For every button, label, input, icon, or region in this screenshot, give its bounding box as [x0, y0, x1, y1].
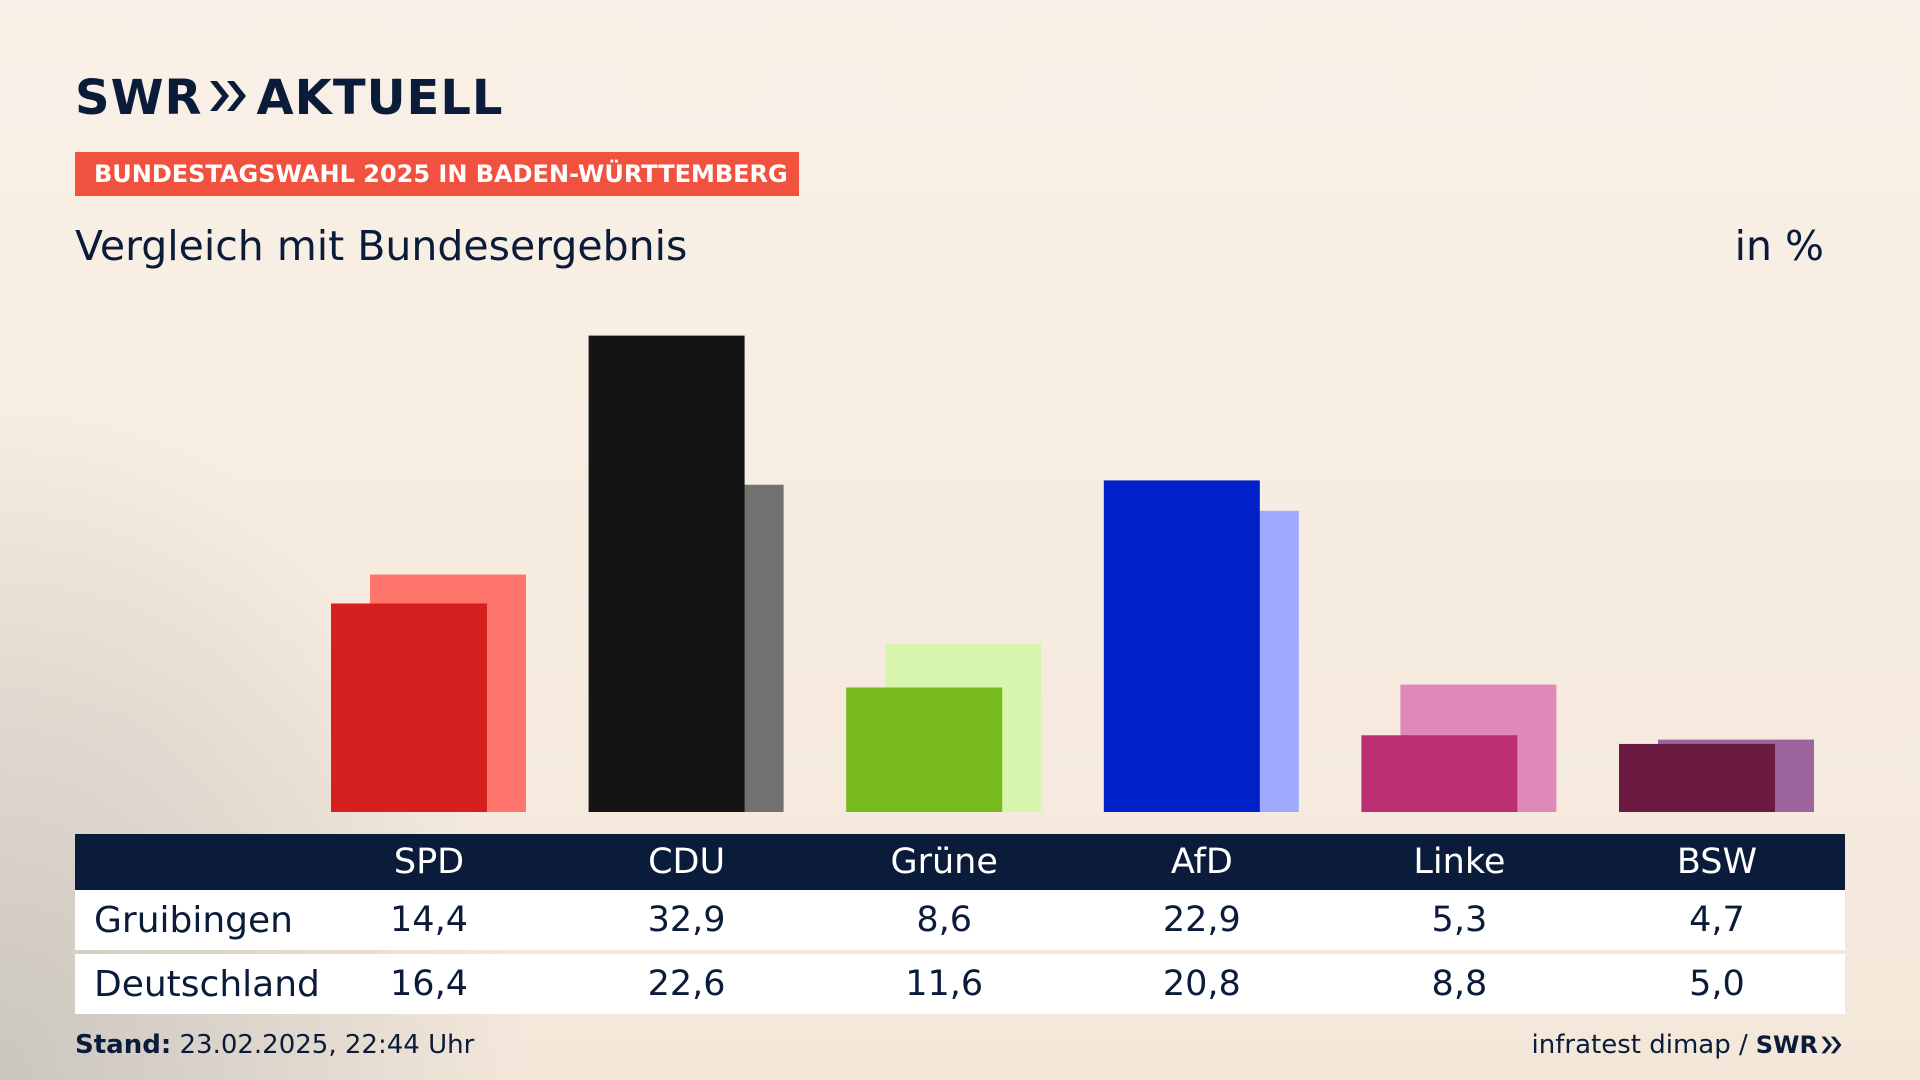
swr-aktuell-logo: SWR AKTUELL [75, 70, 504, 126]
column-header-cdu: CDU [648, 842, 726, 882]
timestamp: Stand: 23.02.2025, 22:44 Uhr [75, 1030, 474, 1060]
row-label-deutschland: Deutschland [94, 963, 320, 1005]
bar-gruibingen-gr-ne [846, 687, 1003, 812]
column-header-gr-ne: Grüne [890, 842, 998, 882]
row-label-gruibingen: Gruibingen [94, 899, 294, 941]
column-header-bsw: BSW [1676, 842, 1758, 882]
cell-gruibingen-bsw: 4,7 [1689, 900, 1745, 940]
badge-text: BUNDESTAGSWAHL 2025 IN BADEN-WÜRTTEMBERG [94, 160, 788, 188]
logo-text-aktuell: AKTUELL [256, 70, 504, 126]
stand-value: 23.02.2025, 22:44 Uhr [179, 1030, 475, 1060]
table-header-row: SPD CDU Grüne AfD Linke BSW [75, 834, 1845, 890]
column-header-linke: Linke [1413, 842, 1506, 882]
swr-footer-logo: SWR [1756, 1031, 1844, 1059]
cell-gruibingen-gr-ne: 8,6 [916, 900, 973, 940]
bar-gruibingen-spd [331, 603, 487, 812]
source-text: infratest dimap / [1531, 1030, 1748, 1060]
column-header-afd: AfD [1170, 842, 1233, 882]
cell-deutschland-afd: 20,8 [1162, 964, 1241, 1004]
table-row-deutschland: Deutschland 16,4 22,6 11,6 20,8 8,8 5,0 [75, 954, 1845, 1014]
table-row-gruibingen: Gruibingen 14,4 32,9 8,6 22,9 5,3 4,7 [75, 890, 1845, 950]
chart-subtitle: Vergleich mit Bundesergebnis [75, 222, 688, 270]
bar-gruibingen-linke [1361, 735, 1518, 812]
bar-gruibingen-cdu [588, 335, 745, 812]
election-badge: BUNDESTAGSWAHL 2025 IN BADEN-WÜRTTEMBERG [75, 152, 799, 196]
cell-deutschland-spd: 16,4 [390, 964, 468, 1004]
cell-deutschland-cdu: 22,6 [647, 964, 726, 1004]
bar-gruibingen-bsw [1619, 743, 1775, 812]
column-header-spd: SPD [393, 842, 465, 882]
unit-label: in % [1734, 222, 1824, 270]
cell-deutschland-linke: 8,8 [1431, 964, 1488, 1004]
cell-gruibingen-afd: 22,9 [1162, 900, 1241, 940]
source-credit: infratest dimap / SWR [1532, 1030, 1844, 1060]
cell-gruibingen-cdu: 32,9 [647, 900, 726, 940]
results-table: SPD CDU Grüne AfD Linke BSW Gruibingen 14,4 32… [75, 834, 1845, 1014]
cell-gruibingen-linke: 5,3 [1431, 900, 1488, 940]
cell-gruibingen-spd: 14,4 [390, 900, 468, 940]
logo-text-swr: SWR [75, 70, 203, 126]
double-chevron-icon [208, 70, 250, 126]
stand-label: Stand: [75, 1030, 172, 1060]
bar-gruibingen-afd [1103, 480, 1260, 812]
cell-deutschland-bsw: 5,0 [1689, 964, 1745, 1004]
footer-logo-text: SWR [1755, 1031, 1818, 1059]
footer-chevron-icon [1821, 1036, 1842, 1054]
cell-deutschland-gr-ne: 11,6 [905, 964, 984, 1004]
